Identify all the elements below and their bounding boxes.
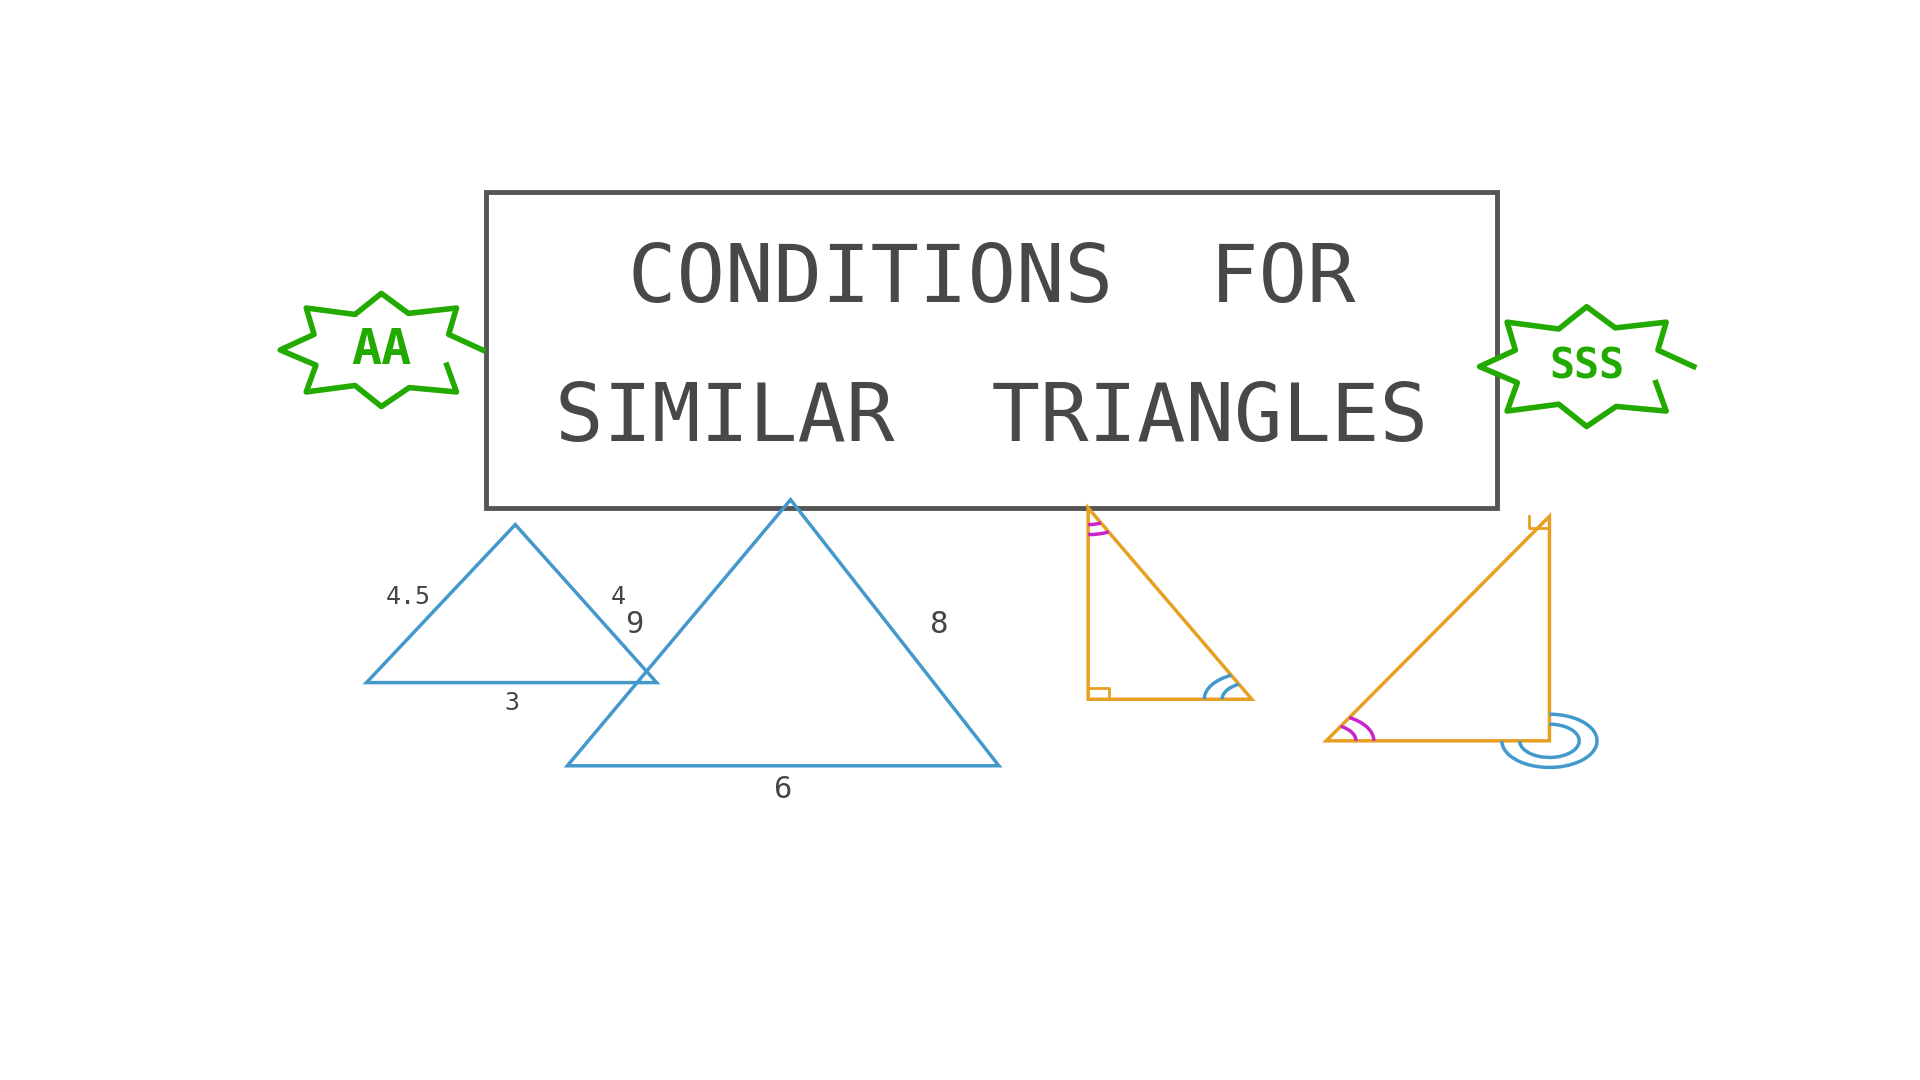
Text: SSS: SSS	[1549, 346, 1624, 388]
Text: 4: 4	[611, 585, 626, 609]
Text: 8: 8	[929, 610, 948, 639]
Text: CONDITIONS  FOR: CONDITIONS FOR	[628, 242, 1356, 320]
Text: AA: AA	[351, 326, 411, 374]
Polygon shape	[1480, 307, 1693, 427]
Text: 9: 9	[626, 610, 643, 639]
Text: 4.5: 4.5	[386, 585, 430, 609]
Text: 3: 3	[505, 691, 518, 715]
Polygon shape	[280, 294, 482, 406]
Text: SIMILAR  TRIANGLES: SIMILAR TRIANGLES	[555, 380, 1428, 459]
Text: 6: 6	[774, 774, 793, 804]
Bar	[486, 192, 1498, 508]
